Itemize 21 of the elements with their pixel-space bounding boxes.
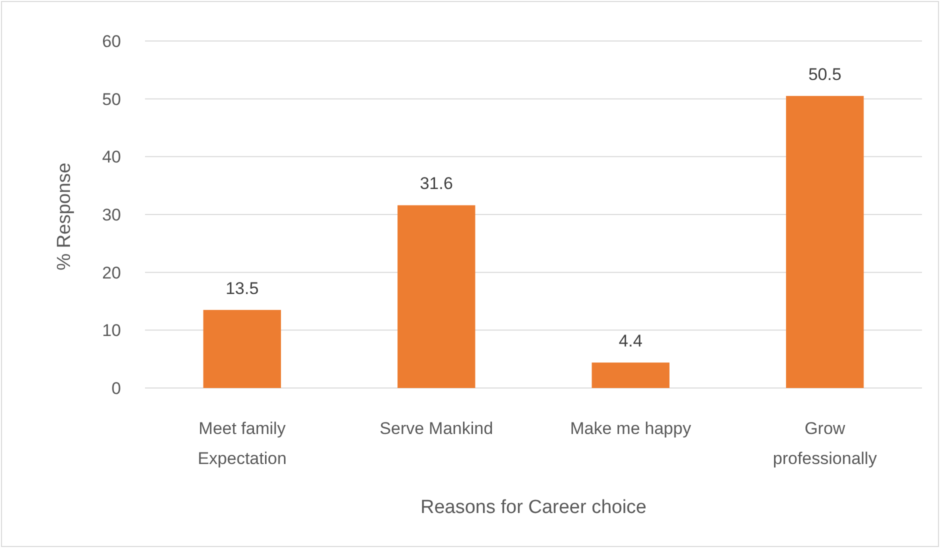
data-label: 50.5 [808, 64, 842, 84]
bar [786, 96, 864, 388]
data-label: 13.5 [226, 278, 259, 298]
bar [203, 310, 281, 388]
x-tick-label: Make me happy [570, 419, 692, 438]
x-tick-label: Grow professionally [772, 419, 878, 468]
y-tick-label: 60 [102, 32, 121, 51]
y-tick-label: 30 [102, 205, 121, 224]
x-tick-label: Meet family Expectation [198, 419, 287, 468]
y-tick-label: 40 [102, 148, 121, 167]
y-axis-title: % Response [54, 162, 75, 270]
data-label: 4.4 [618, 332, 642, 351]
y-tick-label: 20 [102, 263, 121, 282]
y-tick-label: 50 [102, 90, 121, 109]
bar [592, 362, 670, 388]
y-tick-label: 10 [102, 321, 121, 340]
x-tick-label: Serve Mankind [380, 419, 494, 438]
bar [398, 205, 476, 388]
y-tick-label: 0 [112, 378, 121, 398]
x-axis-title: Reasons for Career choice [420, 497, 646, 518]
data-label: 31.6 [420, 174, 453, 194]
